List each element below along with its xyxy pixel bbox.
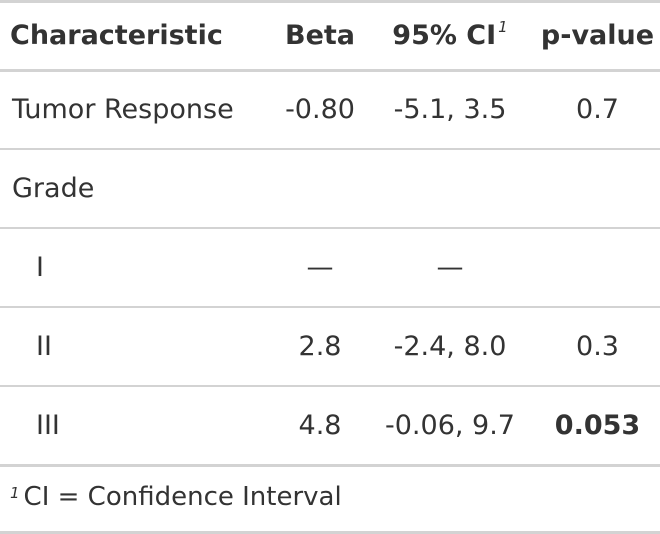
header-characteristic-label: Characteristic: [10, 20, 223, 52]
row-ci: -5.1, 3.5: [365, 70, 535, 150]
row-beta: 4.8: [275, 386, 365, 467]
header-characteristic: Characteristic: [0, 3, 275, 72]
row-ci: [365, 149, 535, 229]
row-beta: [275, 149, 365, 229]
table-footnote: 1 CI = Confidence Interval: [0, 467, 660, 527]
row-p-value: 0.3: [535, 307, 660, 387]
row-ci: -2.4, 8.0: [365, 307, 535, 387]
row-beta: —: [275, 228, 365, 308]
header-p-value: p-value: [535, 3, 660, 72]
footnote-text: CI = Confidence Interval: [23, 481, 342, 512]
header-beta: Beta: [275, 3, 365, 72]
row-ci: -0.06, 9.7: [365, 386, 535, 467]
row-label: III: [0, 386, 275, 467]
row-p-value: 0.053: [535, 386, 660, 467]
row-p-value: 0.7: [535, 70, 660, 150]
footnote-mark: 1: [10, 483, 20, 502]
table-row: Tumor Response -0.80 -5.1, 3.5 0.7: [0, 70, 660, 150]
header-p-value-label: p-value: [540, 20, 655, 52]
header-row: Characteristic Beta 95% CI 1 p-value: [0, 3, 660, 72]
row-beta: 2.8: [275, 307, 365, 387]
table-row: III 4.8 -0.06, 9.7 0.053: [0, 386, 660, 467]
ci-footnote-mark: 1: [498, 18, 508, 37]
table-row: Grade: [0, 149, 660, 229]
header-ci: 95% CI 1: [365, 3, 535, 72]
header-beta-label: Beta: [284, 20, 356, 52]
table-row: I — —: [0, 228, 660, 308]
row-ci: —: [365, 228, 535, 308]
header-ci-label: 95% CI: [392, 20, 497, 52]
row-p-value: [535, 228, 660, 308]
row-p-value: [535, 149, 660, 229]
results-table: Characteristic Beta 95% CI 1 p-value Tumo…: [0, 3, 660, 467]
row-label: Tumor Response: [0, 70, 275, 150]
row-beta: -0.80: [275, 70, 365, 150]
table-row: II 2.8 -2.4, 8.0 0.3: [0, 307, 660, 387]
row-label: I: [0, 228, 275, 308]
row-label: Grade: [0, 149, 275, 229]
row-label: II: [0, 307, 275, 387]
